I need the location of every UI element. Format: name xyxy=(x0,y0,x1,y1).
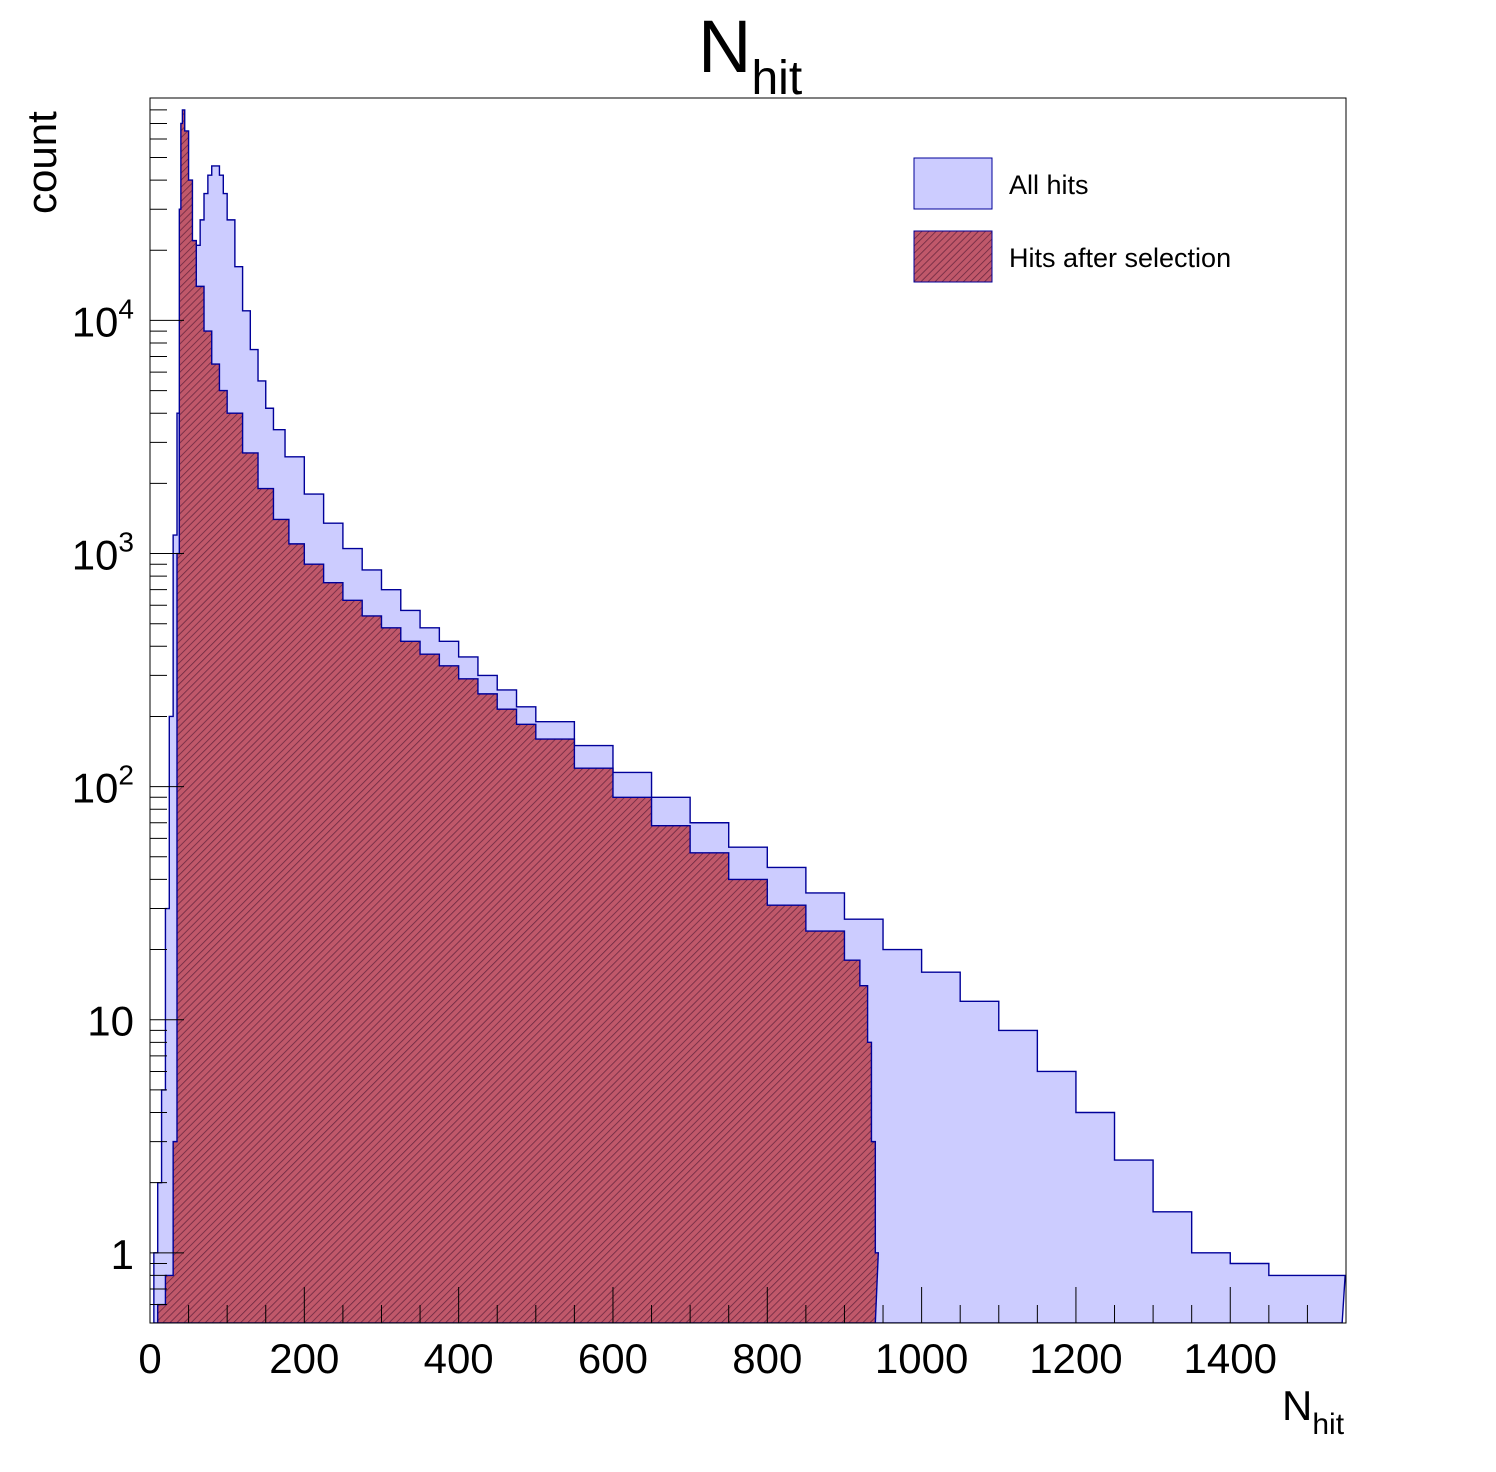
y-tick-label: 104 xyxy=(72,293,134,345)
series-1-histogram xyxy=(157,109,880,1323)
legend: All hits Hits after selection xyxy=(913,157,1231,283)
plot-frame xyxy=(149,97,1347,1324)
x-tick-label: 1200 xyxy=(1029,1335,1122,1382)
y-tick-label: 1 xyxy=(111,1231,134,1278)
x-axis-label: Nhit xyxy=(1282,1382,1345,1441)
legend-swatch-all-hits xyxy=(913,157,993,210)
x-tick-label: 1400 xyxy=(1184,1335,1277,1382)
x-tick-label: 400 xyxy=(424,1335,494,1382)
x-axis-label-subscript: hit xyxy=(1312,1408,1344,1441)
y-axis-label: count xyxy=(18,111,65,214)
y-tick-label: 10 xyxy=(87,998,134,1045)
y-tick-label: 102 xyxy=(72,760,134,812)
axis-ticks: 0 200 400 600 800 1000 1200 1400 1 10 102 103 104 xyxy=(72,97,1347,1382)
x-tick-label: 0 xyxy=(138,1335,161,1382)
chart-title-subscript: hit xyxy=(751,52,802,105)
x-tick-label: 800 xyxy=(732,1335,802,1382)
series-layer xyxy=(153,109,1346,1323)
x-tick-label: 600 xyxy=(578,1335,648,1382)
legend-swatch-hits-after-selection xyxy=(913,230,993,283)
x-axis-label-main: N xyxy=(1282,1382,1312,1429)
y-tick-label: 103 xyxy=(72,527,134,579)
legend-label-hits-after-selection: Hits after selection xyxy=(1009,243,1231,273)
chart-title-main: N xyxy=(698,5,751,88)
x-tick-label: 1000 xyxy=(875,1335,968,1382)
chart-title: Nhit xyxy=(698,5,802,105)
x-tick-label: 200 xyxy=(269,1335,339,1382)
legend-label-all-hits: All hits xyxy=(1009,170,1089,200)
